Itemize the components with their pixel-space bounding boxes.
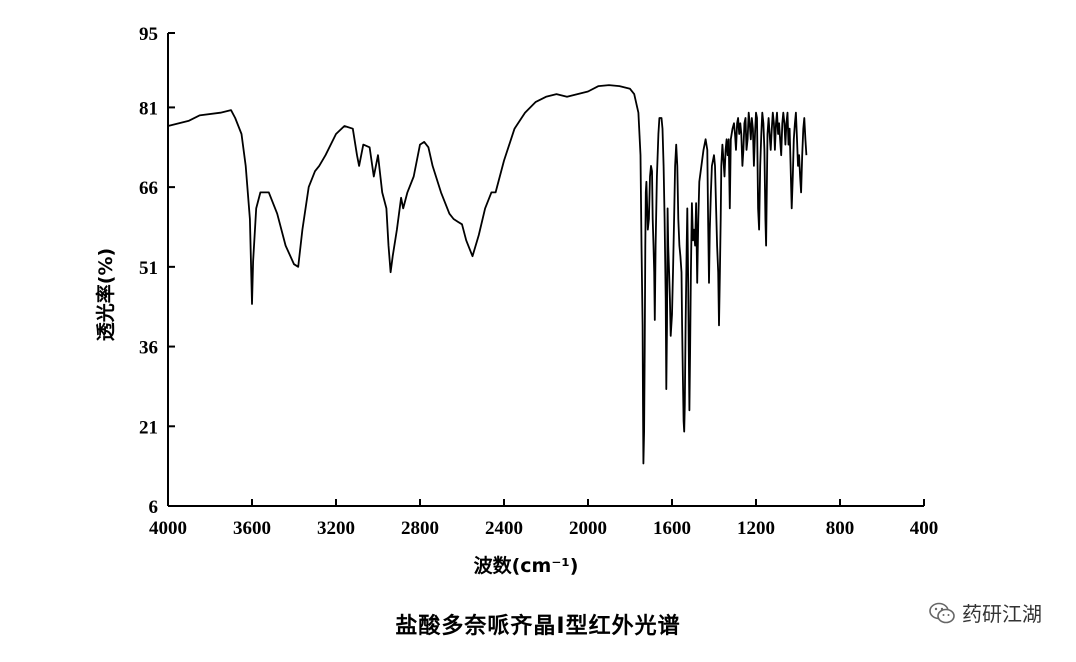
y-tick-label: 51 [139,258,158,279]
ir-spectrum-chart: 6 21 36 51 66 81 95 4000 3600 3200 2800 2400 2000 160… [94,24,938,577]
x-tick-label: 400 [910,518,939,539]
y-tick-label: 95 [139,24,158,45]
chart-axes [167,33,924,507]
x-tick-label: 1600 [653,518,691,539]
spectrum-line [167,84,808,465]
y-tick-label: 66 [139,178,158,199]
x-tick-label: 1200 [737,518,775,539]
y-axis-title: 透光率(%) [94,248,117,341]
x-tick-label: 2800 [401,518,439,539]
watermark-text: 药研江湖 [962,602,1042,626]
x-tick-label: 2400 [485,518,523,539]
x-tick-label: 3600 [233,518,271,539]
x-tick-label: 800 [826,518,855,539]
x-axis-title: 波数(cm⁻¹) [474,554,579,577]
y-tick-label: 36 [139,338,158,359]
watermark: 药研江湖 [928,598,1042,627]
x-tick-label: 4000 [149,518,187,539]
chart-caption: 盐酸多奈哌齐晶Ⅰ型红外光谱 [395,614,681,639]
chart-ticks: 6 21 36 51 66 81 95 4000 3600 3200 2800 2400 2000 160… [139,24,938,539]
x-tick-label: 2000 [569,518,607,539]
wechat-icon [929,602,955,623]
y-tick-label: 81 [139,98,158,119]
y-tick-label: 21 [139,417,158,438]
y-tick-label: 6 [149,497,159,518]
x-tick-label: 3200 [317,518,355,539]
